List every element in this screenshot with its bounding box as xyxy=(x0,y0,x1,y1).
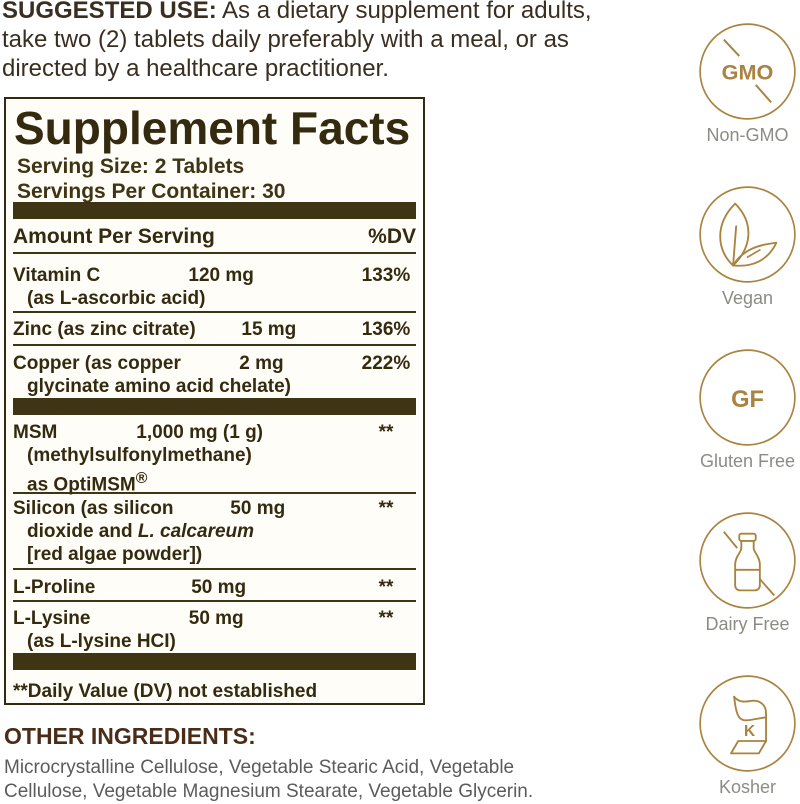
svg-text:GMO: GMO xyxy=(722,60,774,85)
svg-text:GF: GF xyxy=(731,387,764,413)
svg-text:K: K xyxy=(744,723,755,740)
